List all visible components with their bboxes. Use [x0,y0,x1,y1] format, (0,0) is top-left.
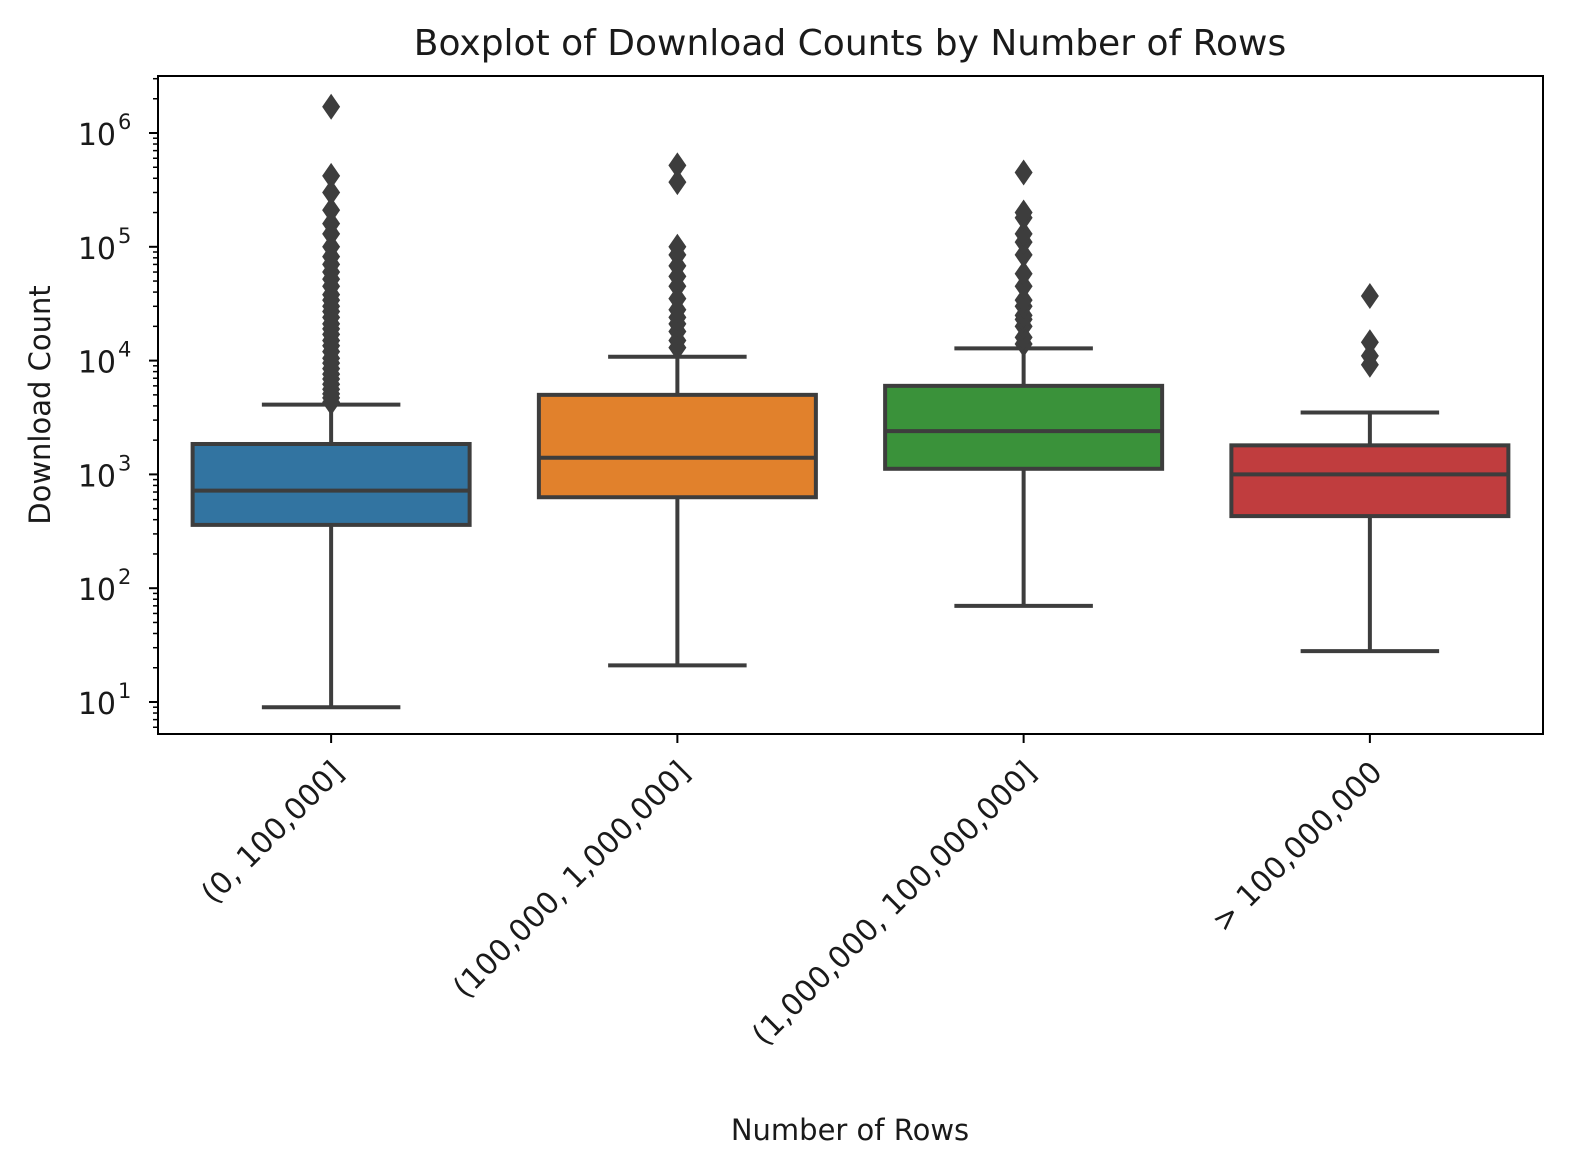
outlier-point [1014,220,1033,247]
y-tick-label: 10 [78,687,116,722]
outlier-point [1360,342,1379,369]
outlier-point [322,179,341,206]
outlier-point [322,210,341,237]
box-group [190,93,472,710]
y-tick-label: 10 [78,459,116,494]
y-tick-exponent: 5 [118,224,131,248]
outlier-point [1014,287,1033,314]
x-axis: (0, 100,000] (100,000, 1,000,000] (1,000,0… [195,734,1390,1053]
box [190,441,472,527]
y-tick-label: 10 [78,118,116,153]
y-tick-exponent: 6 [118,110,131,134]
outlier-point [1014,260,1033,287]
y-tick-label: 10 [78,232,116,267]
y-tick-exponent: 1 [118,679,131,703]
plot-frame [157,75,1544,735]
y-tick-label: 10 [78,346,116,381]
y-axis-label: Download Count [23,285,57,525]
plot-area [190,93,1511,710]
box-group [883,159,1165,608]
outlier-point [322,93,341,120]
outlier-point [322,197,341,224]
outlier-point [1014,159,1033,186]
outlier-point [322,162,341,189]
outlier-point [1360,282,1379,309]
box [883,383,1165,471]
outlier-point [668,152,687,179]
chart-title: Boxplot of Download Counts by Number of … [414,23,1286,64]
x-tick-label: (1,000,000, 100,000,000] [746,755,1044,1053]
outlier-point [668,233,687,260]
box [536,392,818,500]
x-tick-label: > 100,000,000 [1205,755,1389,939]
outlier-point [1360,329,1379,356]
y-tick-exponent: 4 [118,338,131,362]
x-tick-label: (0, 100,000] [195,755,351,911]
box-group [1229,282,1511,654]
y-tick-exponent: 2 [118,565,131,589]
outlier-point [1014,199,1033,226]
y-tick-label: 10 [78,573,116,608]
x-tick-label: (100,000, 1,000,000] [447,755,697,1005]
outlier-point [668,169,687,196]
y-tick-exponent: 3 [118,451,131,475]
box [1229,443,1511,519]
x-axis-label: Number of Rows [731,1113,969,1147]
box-group [536,152,818,668]
